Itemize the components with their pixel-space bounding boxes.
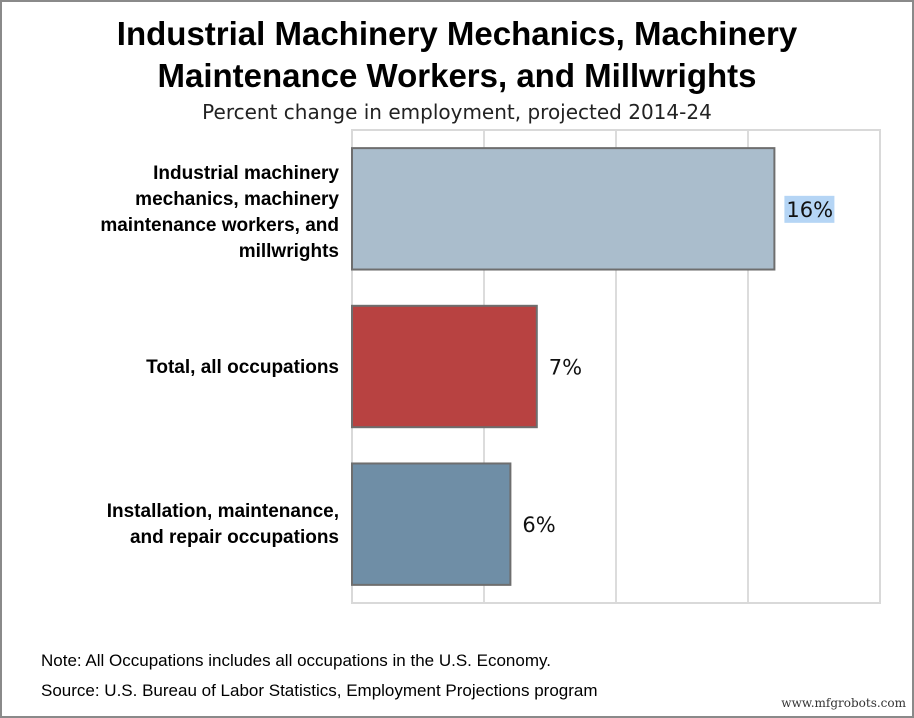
category-label-industrial-machinery: Industrial machinery mechanics, machiner… [100,161,339,265]
category-label-installation: Installation, maintenance, and repair oc… [107,499,339,551]
note-text: Note: All Occupations includes all occup… [41,651,551,670]
category-label-line: Industrial machinery [153,163,339,184]
bar [351,304,538,429]
bar [351,147,776,271]
data-label: 16% [786,198,833,222]
category-label-line: and repair occupations [129,527,339,548]
watermark: www.mfgrobots.com [781,696,906,710]
chart-title-line-2: Maintenance Workers, and Millwrights [157,57,757,94]
data-label: 7% [549,356,582,380]
chart-title-line-1: Industrial Machinery Mechanics, Machiner… [116,15,798,52]
category-label-line: mechanics, machinery [135,189,339,210]
category-label-line: Total, all occupations [146,357,339,378]
data-label-highlight [784,195,835,223]
chart-subtitle: Percent change in employment, projected … [202,100,712,124]
category-label-line: maintenance workers, and [100,215,339,236]
category-label-line: Installation, maintenance, [106,501,339,522]
category-label-total: Total, all occupations [146,355,339,381]
data-label: 6% [522,513,555,537]
category-label-line: millwrights [238,241,339,262]
bar [351,462,512,586]
source-text: Source: U.S. Bureau of Labor Statistics,… [41,681,598,700]
